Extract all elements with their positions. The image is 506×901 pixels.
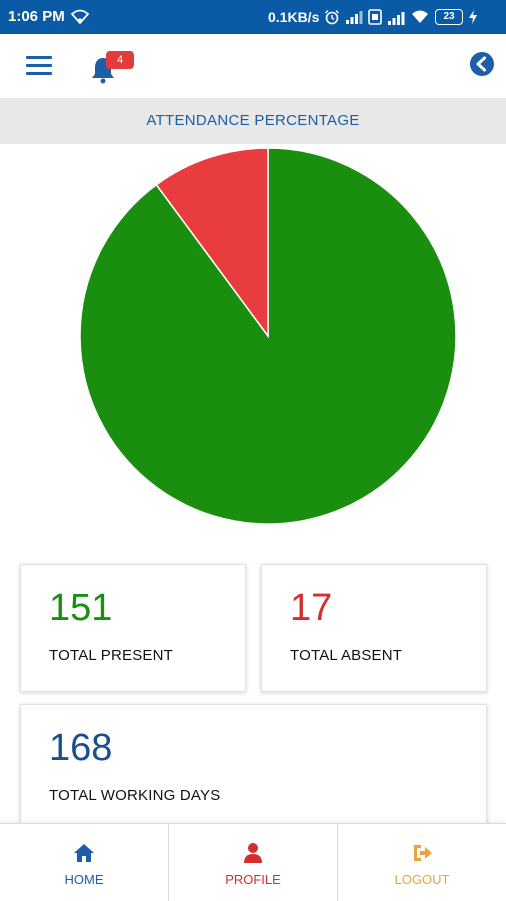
pie-slice-1 bbox=[155, 147, 269, 339]
bottom-navigation: HOME PROFILE LOGOUT bbox=[0, 823, 506, 901]
nav-home[interactable]: HOME bbox=[0, 824, 169, 901]
signal-icon bbox=[346, 11, 363, 24]
notification-badge: 4 bbox=[106, 51, 134, 69]
attendance-chart bbox=[0, 144, 506, 544]
total-working-days-card: 168 TOTAL WORKING DAYS bbox=[20, 704, 487, 832]
nav-logout-label: LOGOUT bbox=[394, 872, 450, 887]
section-title: ATTENDANCE PERCENTAGE bbox=[0, 98, 506, 144]
charging-icon bbox=[469, 10, 477, 24]
total-present-label: TOTAL PRESENT bbox=[49, 647, 174, 664]
nav-profile[interactable]: PROFILE bbox=[169, 824, 338, 901]
status-bar: 1:06 PM 0.1KB/s 23 bbox=[0, 0, 506, 34]
wifi-icon bbox=[412, 10, 428, 23]
nav-logout[interactable]: LOGOUT bbox=[338, 824, 506, 901]
total-absent-label: TOTAL ABSENT bbox=[290, 647, 403, 664]
nav-profile-label: PROFILE bbox=[225, 872, 281, 887]
nav-home-label: HOME bbox=[64, 872, 104, 887]
hamburger-menu-icon[interactable] bbox=[26, 56, 52, 76]
total-present-card: 151 TOTAL PRESENT bbox=[20, 564, 246, 692]
total-absent-value: 17 bbox=[290, 587, 333, 629]
status-icons: 23 bbox=[324, 8, 478, 26]
status-time: 1:06 PM bbox=[8, 8, 65, 25]
wifi-icon bbox=[70, 9, 90, 25]
user-icon bbox=[244, 843, 262, 863]
total-working-days-label: TOTAL WORKING DAYS bbox=[49, 787, 221, 804]
total-present-value: 151 bbox=[49, 587, 113, 629]
sign-out-icon bbox=[414, 845, 432, 861]
back-arrow-icon[interactable] bbox=[468, 50, 496, 78]
signal-4g-icon bbox=[388, 12, 405, 25]
app-header: 4 bbox=[0, 34, 506, 98]
sim-icon bbox=[368, 9, 382, 25]
battery-indicator: 23 bbox=[435, 9, 463, 25]
total-working-days-value: 168 bbox=[49, 727, 113, 769]
alarm-icon bbox=[325, 10, 339, 25]
total-absent-card: 17 TOTAL ABSENT bbox=[261, 564, 487, 692]
pie-chart bbox=[79, 147, 457, 525]
home-icon bbox=[74, 844, 94, 862]
network-speed: 0.1KB/s bbox=[268, 9, 320, 25]
notifications-button[interactable]: 4 bbox=[90, 50, 134, 84]
